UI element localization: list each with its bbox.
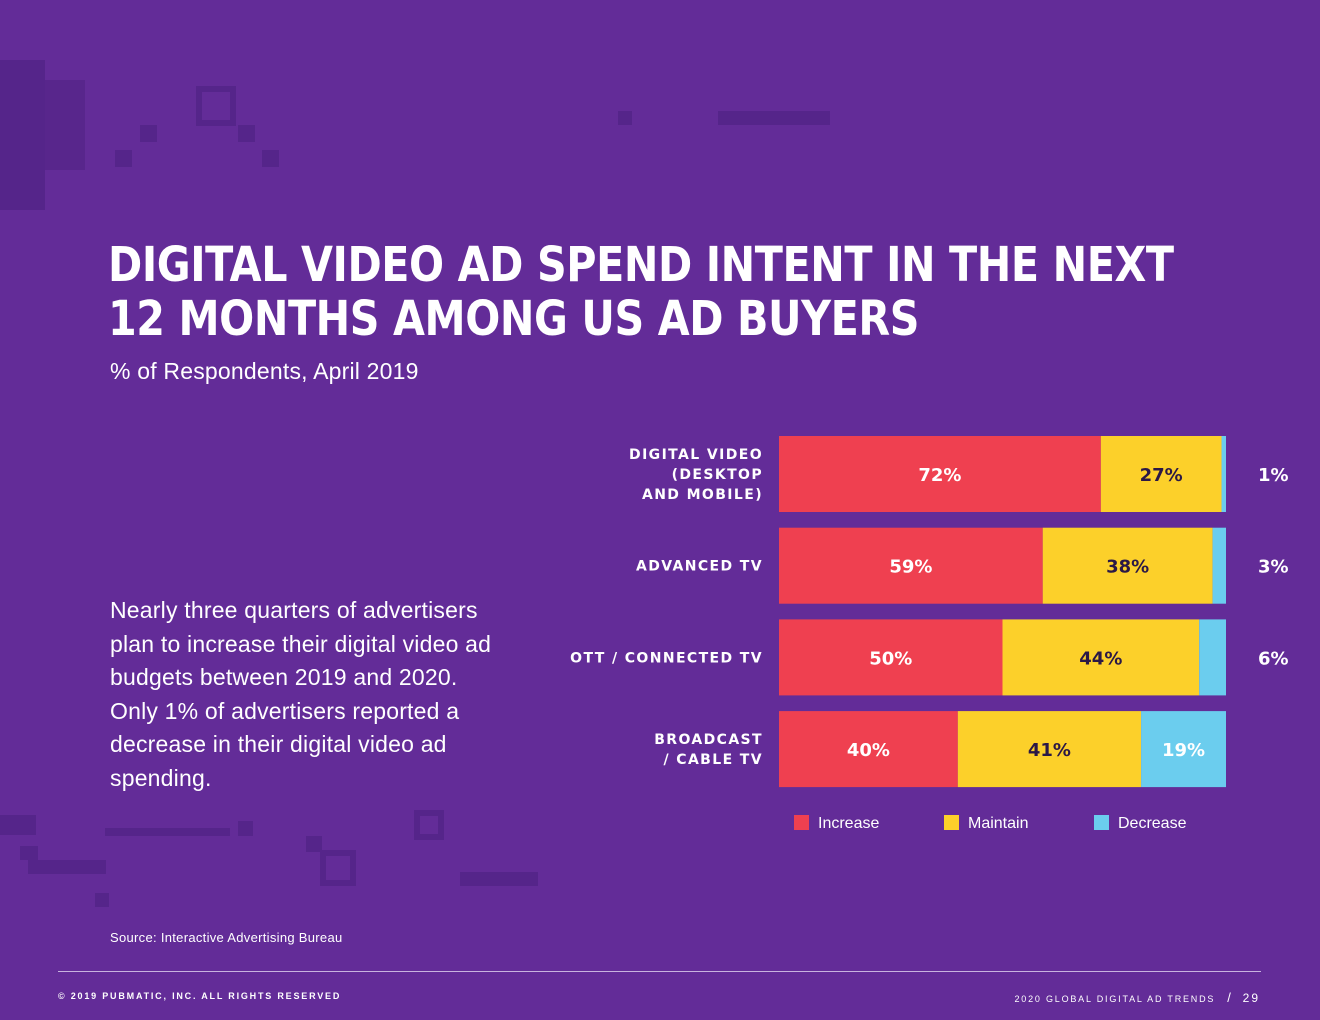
legend-label: Decrease (1118, 815, 1187, 832)
source-note: Source: Interactive Advertising Bureau (110, 930, 343, 945)
data-label: 6% (1258, 648, 1289, 669)
legend-label: Maintain (968, 815, 1028, 832)
data-label: 59% (889, 557, 932, 578)
chart-title: DIGITAL VIDEO AD SPEND INTENT IN THE NEX… (108, 238, 1174, 347)
page-number: 29 (1242, 991, 1260, 1005)
data-label: 40% (847, 740, 890, 761)
chart-title-line-2: 12 MONTHS AMONG US AD BUYERS (108, 291, 920, 347)
legend-swatch (944, 815, 959, 830)
footer-page-info: 2020 GLOBAL DIGITAL AD TRENDS / 29 (1014, 990, 1260, 1005)
data-label: 27% (1140, 465, 1183, 486)
chart-subtitle: % of Respondents, April 2019 (110, 358, 419, 384)
bar-segment-decrease (1212, 527, 1226, 604)
data-label: 1% (1258, 465, 1289, 486)
bar-segment-decrease (1199, 619, 1226, 696)
category-label: / CABLE TV (663, 752, 763, 768)
bar-segment-maintain (1042, 527, 1213, 604)
category-label: AND MOBILE) (642, 487, 763, 503)
footer-copyright: © 2019 PUBMATIC, INC. ALL RIGHTS RESERVE… (58, 991, 342, 1001)
data-label: 3% (1258, 557, 1289, 578)
bar-segment-maintain (957, 711, 1142, 788)
legend-label: Increase (818, 815, 879, 832)
category-label: ADVANCED TV (636, 559, 763, 575)
data-label: 38% (1106, 557, 1149, 578)
footer-publication: 2020 GLOBAL DIGITAL AD TRENDS (1014, 994, 1216, 1004)
bar-segment-increase (779, 619, 1003, 696)
bar-segment-increase (779, 527, 1043, 604)
data-label: 72% (918, 465, 961, 486)
category-label: (DESKTOP (672, 467, 763, 483)
legend-swatch (794, 815, 809, 830)
data-label: 50% (869, 648, 912, 669)
category-label: DIGITAL VIDEO (629, 447, 763, 463)
data-label: 41% (1028, 740, 1071, 761)
legend-swatch (1094, 815, 1109, 830)
category-label: BROADCAST (654, 732, 763, 748)
bar-segment-maintain (1100, 436, 1222, 512)
bar-segment-increase (779, 711, 958, 788)
footer-separator: / (1227, 990, 1233, 1005)
data-label: 44% (1079, 648, 1122, 669)
summary-paragraph: Nearly three quarters of advertisers pla… (110, 597, 492, 791)
bar-segment-decrease (1221, 436, 1226, 512)
category-label: OTT / CONNECTED TV (570, 650, 763, 666)
bar-segment-maintain (1002, 619, 1200, 696)
chart-title-line-1: DIGITAL VIDEO AD SPEND INTENT IN THE NEX… (108, 237, 1174, 293)
data-label: 19% (1162, 740, 1205, 761)
bar-segment-decrease (1141, 711, 1226, 788)
bar-segment-increase (779, 436, 1101, 512)
footer-divider (58, 971, 1261, 972)
